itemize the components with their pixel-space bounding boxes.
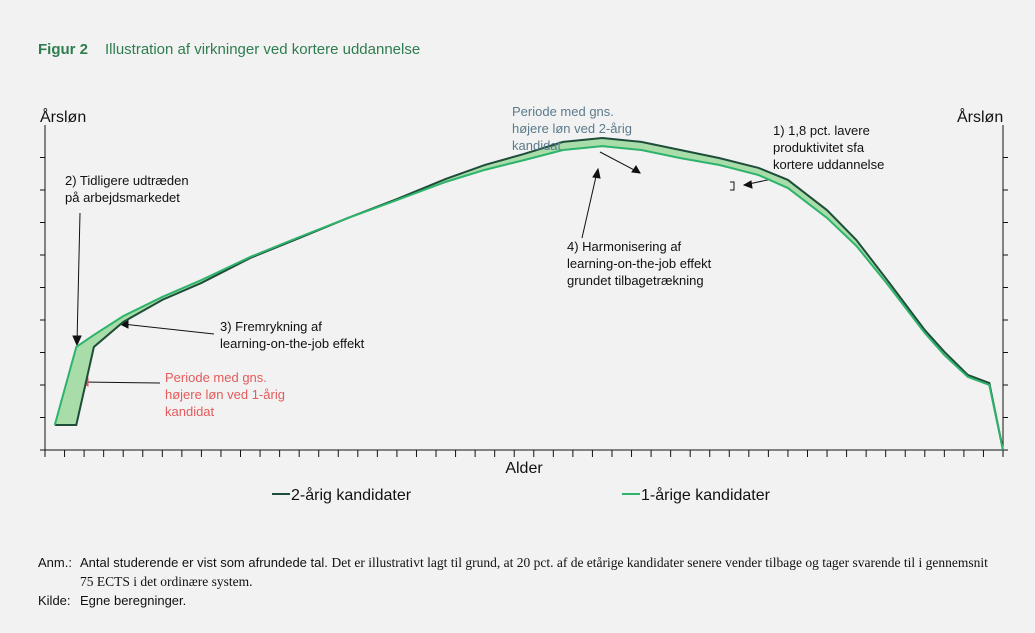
annotation: kortere uddannelse bbox=[773, 157, 884, 172]
annotation: grundet tilbagetrækning bbox=[567, 273, 704, 288]
series-line bbox=[54, 136, 1004, 451]
annotation: produktivitet sfa bbox=[773, 140, 865, 155]
y-axis-label: Årsløn bbox=[40, 107, 86, 126]
annotation: learning-on-the-job effekt bbox=[220, 336, 365, 351]
note-text: Antal studerende er vist som afrundede t… bbox=[80, 553, 998, 591]
annotation: 1) 1,8 pct. lavere bbox=[773, 123, 870, 138]
annotation: kandidat bbox=[165, 404, 215, 419]
note-text: Egne beregninger. bbox=[80, 593, 187, 608]
annotation: learning-on-the-job effekt bbox=[567, 256, 712, 271]
annotation: 3) Fremrykning af bbox=[220, 319, 322, 334]
note-serif: Det er illustrativt lagt til grund, at 2… bbox=[80, 555, 988, 589]
figure-title: Illustration af virkninger ved kortere u… bbox=[105, 41, 420, 58]
annotation: på arbejdsmarkedet bbox=[65, 190, 180, 205]
note-label: Kilde: bbox=[38, 593, 71, 608]
annotation: 4) Harmonisering af bbox=[567, 239, 682, 254]
series-line bbox=[53, 145, 1004, 451]
annotation: Periode med gns. bbox=[512, 104, 614, 119]
notes: Anm.: Antal studerende er vist som afrund… bbox=[38, 553, 998, 610]
annotation: Periode med gns. bbox=[165, 370, 267, 385]
legend-label: 2-årig kandidater bbox=[291, 486, 412, 504]
annotation: højere løn ved 1-årig bbox=[165, 387, 285, 402]
figure-label: Figur 2 bbox=[38, 41, 88, 58]
annotation: kandidat bbox=[512, 138, 562, 153]
note-sans: Antal studerende er vist som afrundede t… bbox=[80, 555, 328, 570]
x-axis-label: Alder bbox=[505, 460, 543, 477]
legend-label: 1-årige kandidater bbox=[641, 486, 771, 504]
note-label: Anm.: bbox=[38, 555, 72, 570]
annotation: højere løn ved 2-årig bbox=[512, 121, 632, 136]
note-kilde: Kilde: Egne beregninger. bbox=[38, 591, 998, 610]
note-anm: Anm.: Antal studerende er vist som afrund… bbox=[38, 553, 998, 591]
chart: Figur 2 Illustration af virkninger ved k… bbox=[38, 41, 1008, 504]
annotation: 2) Tidligere udtræden bbox=[65, 173, 189, 188]
y2-axis-label: Årsløn bbox=[957, 107, 1003, 126]
